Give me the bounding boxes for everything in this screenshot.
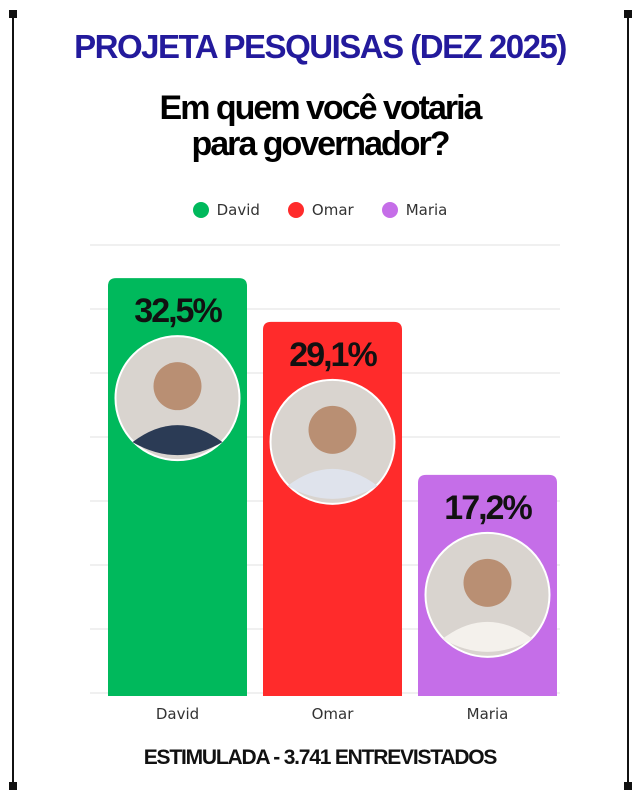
legend-swatch (192, 202, 209, 218)
question-line-2: para governador? (191, 125, 450, 163)
legend-item-omar: Omar (287, 201, 354, 219)
photo-head-shape (463, 558, 512, 607)
legend-label: Omar (311, 201, 354, 219)
page-title: PROJETA PESQUISAS (DEZ 2025) (74, 28, 567, 65)
legend-label: David (216, 201, 260, 219)
bar-chart: 32,5% David 29,1% Omar 17,2% Maria (90, 244, 560, 723)
frame-line-right (624, 10, 632, 790)
photo-head-shape (308, 405, 357, 454)
frame-line-left (9, 10, 17, 790)
bar-omar (263, 321, 402, 696)
legend-label: Maria (405, 201, 448, 219)
x-tick-label: Maria (467, 705, 509, 723)
value-label: 32,5% (134, 292, 222, 330)
photo-body-shape (132, 425, 223, 456)
x-tick-label: David (156, 705, 199, 723)
footer-note: ESTIMULADA - 3.741 ENTREVISTADOS (143, 746, 498, 769)
photo-body-shape (287, 468, 378, 499)
legend-item-david: David (192, 201, 260, 219)
value-label: 17,2% (444, 489, 532, 527)
legend-swatch (287, 202, 304, 218)
x-tick-label: Omar (312, 705, 355, 723)
photo-head-shape (153, 362, 202, 411)
question-line-1: Em quem você votaria (159, 89, 483, 127)
chart-question: Em quem você votaria para governador? (0, 90, 640, 162)
legend-item-maria: Maria (381, 201, 448, 219)
legend: David Omar Maria (0, 201, 640, 219)
photo-body-shape (442, 621, 533, 652)
legend-swatch (381, 202, 398, 218)
value-label: 29,1% (289, 336, 377, 374)
